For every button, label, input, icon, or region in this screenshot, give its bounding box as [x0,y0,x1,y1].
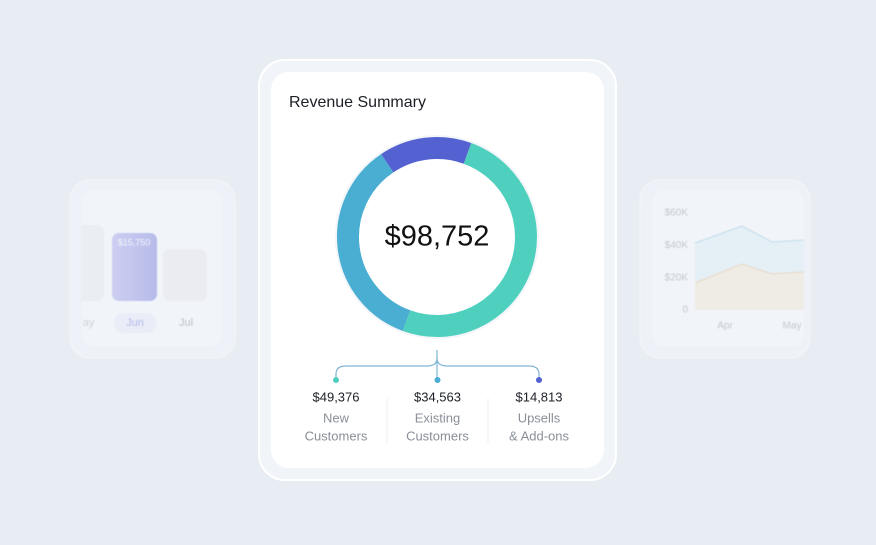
total: $98,752 [385,221,490,253]
segment-label: & Add-ons [509,428,569,443]
x-tick-label: Apr [717,321,733,332]
donut-rim [335,135,539,339]
segment-label: Existing [415,410,461,425]
bar [163,249,207,301]
segment-value: $14,813 [516,389,563,404]
bar-card: $15,750 May Jun Jul [69,179,236,359]
card-title: Revenue Summary [289,94,426,111]
month: Jul [179,317,193,329]
legend-dot [333,377,339,383]
pill [114,313,157,333]
bar-label: $15,750 [118,237,151,247]
line [694,225,804,244]
donut-segment [337,154,411,331]
area [695,264,804,310]
line [694,263,804,284]
card-inner [271,72,604,468]
segment-label: Upsells [518,410,561,425]
line-card: Apr May $60K $40K $20K 0 [639,179,811,359]
y-tick-label: $60K [665,208,689,219]
y-tick-label: 0 [682,305,688,316]
legend-dot [434,377,441,383]
x-tick-label: May [783,321,802,332]
month: May [74,317,95,329]
segment-label: New [323,410,350,425]
donut-segment [381,137,472,173]
month: Jun [126,317,144,329]
bracket [335,350,540,380]
y-tick-label: $40K [665,240,689,251]
donut-segment [402,143,537,337]
bar [82,225,104,301]
segment-value: $34,563 [414,389,461,404]
legend-dot [536,377,542,383]
y-tick-label: $20K [665,272,689,283]
segment-value: $49,376 [313,389,360,404]
segment-label: Customers [305,428,368,443]
bar [112,233,157,301]
segment-label: Customers [406,428,469,443]
